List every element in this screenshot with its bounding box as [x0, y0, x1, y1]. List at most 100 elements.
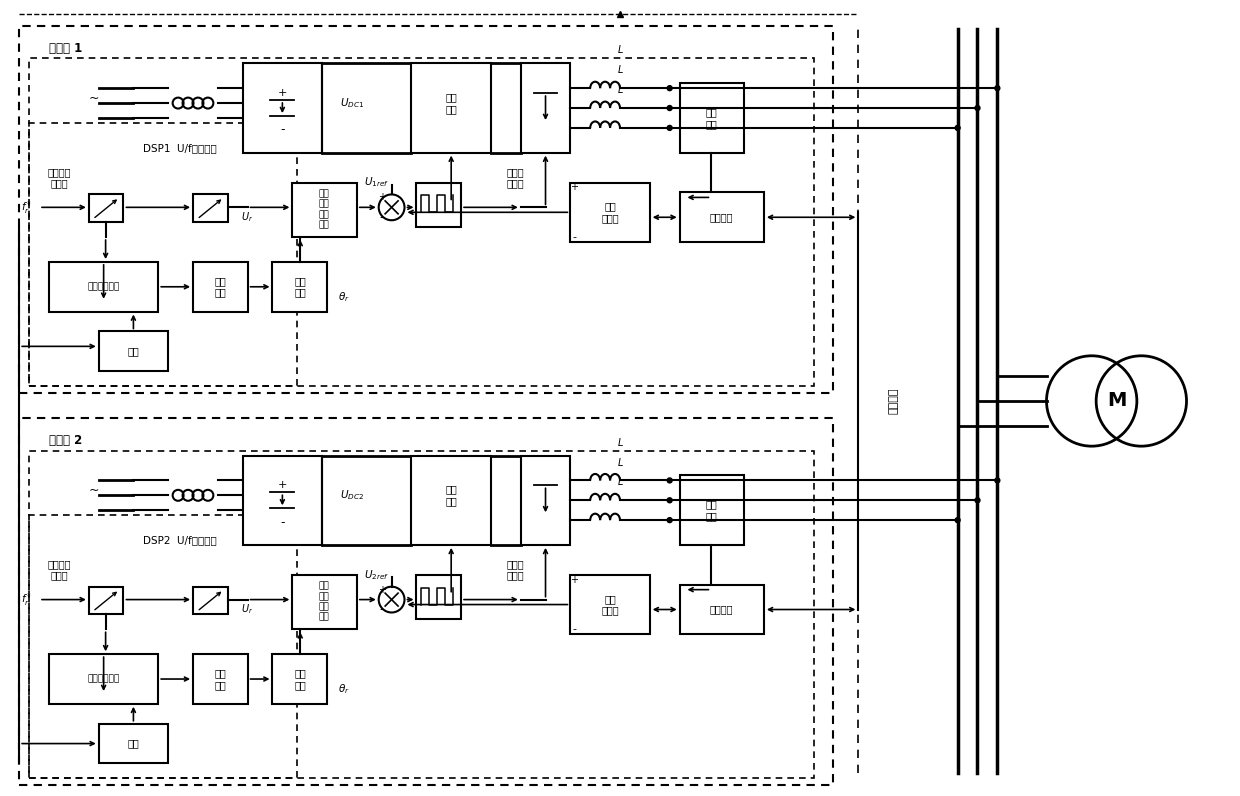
Circle shape — [975, 106, 980, 111]
Text: 驱动
电路: 驱动 电路 — [445, 92, 458, 114]
Text: $U_{DC1}$: $U_{DC1}$ — [340, 96, 365, 110]
Text: $U_r$: $U_r$ — [242, 210, 254, 224]
Bar — [521, 455, 570, 545]
Text: 平均电路: 平均电路 — [709, 604, 733, 615]
Bar — [20, 418, 833, 786]
Text: +: + — [278, 480, 288, 490]
Text: 电流
检测: 电流 检测 — [706, 107, 717, 129]
Bar — [412, 455, 491, 545]
Bar — [293, 575, 357, 630]
Text: $\theta_r$: $\theta_r$ — [339, 290, 350, 303]
Text: 正弦脉
宽调制: 正弦脉 宽调制 — [507, 166, 525, 189]
Circle shape — [955, 126, 960, 131]
Text: ~: ~ — [89, 92, 99, 104]
Text: DSP1  U/f模式生成: DSP1 U/f模式生成 — [144, 142, 217, 153]
Circle shape — [667, 478, 672, 483]
Text: +: + — [278, 88, 288, 98]
Text: -: - — [379, 603, 384, 616]
Bar — [30, 515, 298, 778]
Bar — [570, 182, 650, 242]
Text: -: - — [280, 123, 285, 136]
Bar — [412, 64, 491, 153]
Bar — [417, 575, 461, 619]
Text: 环流
调节器: 环流 调节器 — [601, 201, 619, 223]
Text: $U_{DC2}$: $U_{DC2}$ — [340, 489, 363, 502]
Text: $f_r^*$: $f_r^*$ — [21, 591, 32, 608]
Text: 电流
检测: 电流 检测 — [706, 499, 717, 521]
Bar — [521, 64, 570, 153]
Bar — [273, 262, 327, 311]
Text: 同步
控制: 同步 控制 — [215, 668, 227, 690]
Text: 线路: 线路 — [128, 739, 139, 748]
Text: -: - — [280, 516, 285, 529]
Bar — [50, 654, 159, 704]
Text: DSP2  U/f模式生成: DSP2 U/f模式生成 — [144, 535, 217, 545]
Text: -: - — [573, 232, 577, 242]
Text: L: L — [618, 438, 622, 447]
Bar — [243, 455, 322, 545]
Bar — [680, 475, 744, 545]
Bar — [30, 123, 298, 386]
Circle shape — [994, 478, 999, 483]
Circle shape — [667, 126, 672, 131]
Text: 变频器 1: 变频器 1 — [50, 42, 82, 55]
Text: L: L — [618, 478, 622, 487]
Circle shape — [667, 498, 672, 503]
Bar — [273, 654, 327, 704]
Text: 同步信号生成: 同步信号生成 — [88, 283, 120, 291]
Text: L: L — [618, 45, 622, 56]
Bar — [50, 262, 159, 311]
Text: $\theta_r$: $\theta_r$ — [339, 682, 350, 696]
Text: -: - — [379, 211, 384, 224]
Bar — [30, 58, 813, 386]
Circle shape — [975, 498, 980, 503]
Bar — [89, 194, 124, 222]
Bar — [193, 194, 228, 222]
Bar — [680, 84, 744, 153]
Bar — [89, 587, 124, 615]
Text: 环流
调节器: 环流 调节器 — [601, 594, 619, 615]
Text: +: + — [570, 575, 578, 585]
Text: -: - — [573, 624, 577, 634]
Text: 相角
计算: 相角 计算 — [294, 276, 306, 298]
Circle shape — [955, 517, 960, 523]
Text: $U_{1ref}$: $U_{1ref}$ — [365, 176, 389, 189]
Bar — [193, 654, 248, 704]
Circle shape — [667, 86, 672, 91]
Text: 斜坡函数
发生器: 斜坡函数 发生器 — [47, 559, 71, 580]
Text: ~: ~ — [89, 484, 99, 497]
Bar — [417, 182, 461, 227]
Text: 相角
计算: 相角 计算 — [294, 668, 306, 690]
Text: $U_r$: $U_r$ — [242, 603, 254, 616]
Text: 同步信号生成: 同步信号生成 — [88, 674, 120, 684]
Text: 均流总线: 均流总线 — [888, 388, 898, 414]
Text: 同步
控制: 同步 控制 — [215, 276, 227, 298]
Text: L: L — [618, 458, 622, 467]
Text: 线路: 线路 — [128, 346, 139, 357]
Text: +: + — [378, 193, 386, 202]
Bar — [680, 585, 764, 634]
Bar — [293, 182, 357, 237]
Bar — [99, 724, 169, 763]
Bar — [99, 331, 169, 371]
Circle shape — [994, 86, 999, 91]
Text: +: + — [570, 182, 578, 193]
Bar — [30, 451, 813, 778]
Text: 正弦
基准
信号
生成: 正弦 基准 信号 生成 — [319, 189, 330, 229]
Text: $U_{2ref}$: $U_{2ref}$ — [365, 568, 389, 582]
Bar — [680, 193, 764, 242]
Text: M: M — [1107, 392, 1126, 411]
Text: 平均电路: 平均电路 — [709, 213, 733, 222]
Circle shape — [667, 517, 672, 523]
Text: 变频器 2: 变频器 2 — [50, 434, 82, 447]
Bar — [193, 587, 228, 615]
Circle shape — [667, 106, 672, 111]
Bar — [570, 575, 650, 634]
Text: L: L — [618, 85, 622, 96]
Text: $f_r^*$: $f_r^*$ — [21, 199, 32, 216]
Bar — [20, 25, 833, 393]
Bar — [193, 262, 248, 311]
Text: 驱动
电路: 驱动 电路 — [445, 485, 458, 506]
Text: 正弦
基准
信号
生成: 正弦 基准 信号 生成 — [319, 581, 330, 622]
Text: +: + — [378, 584, 386, 595]
